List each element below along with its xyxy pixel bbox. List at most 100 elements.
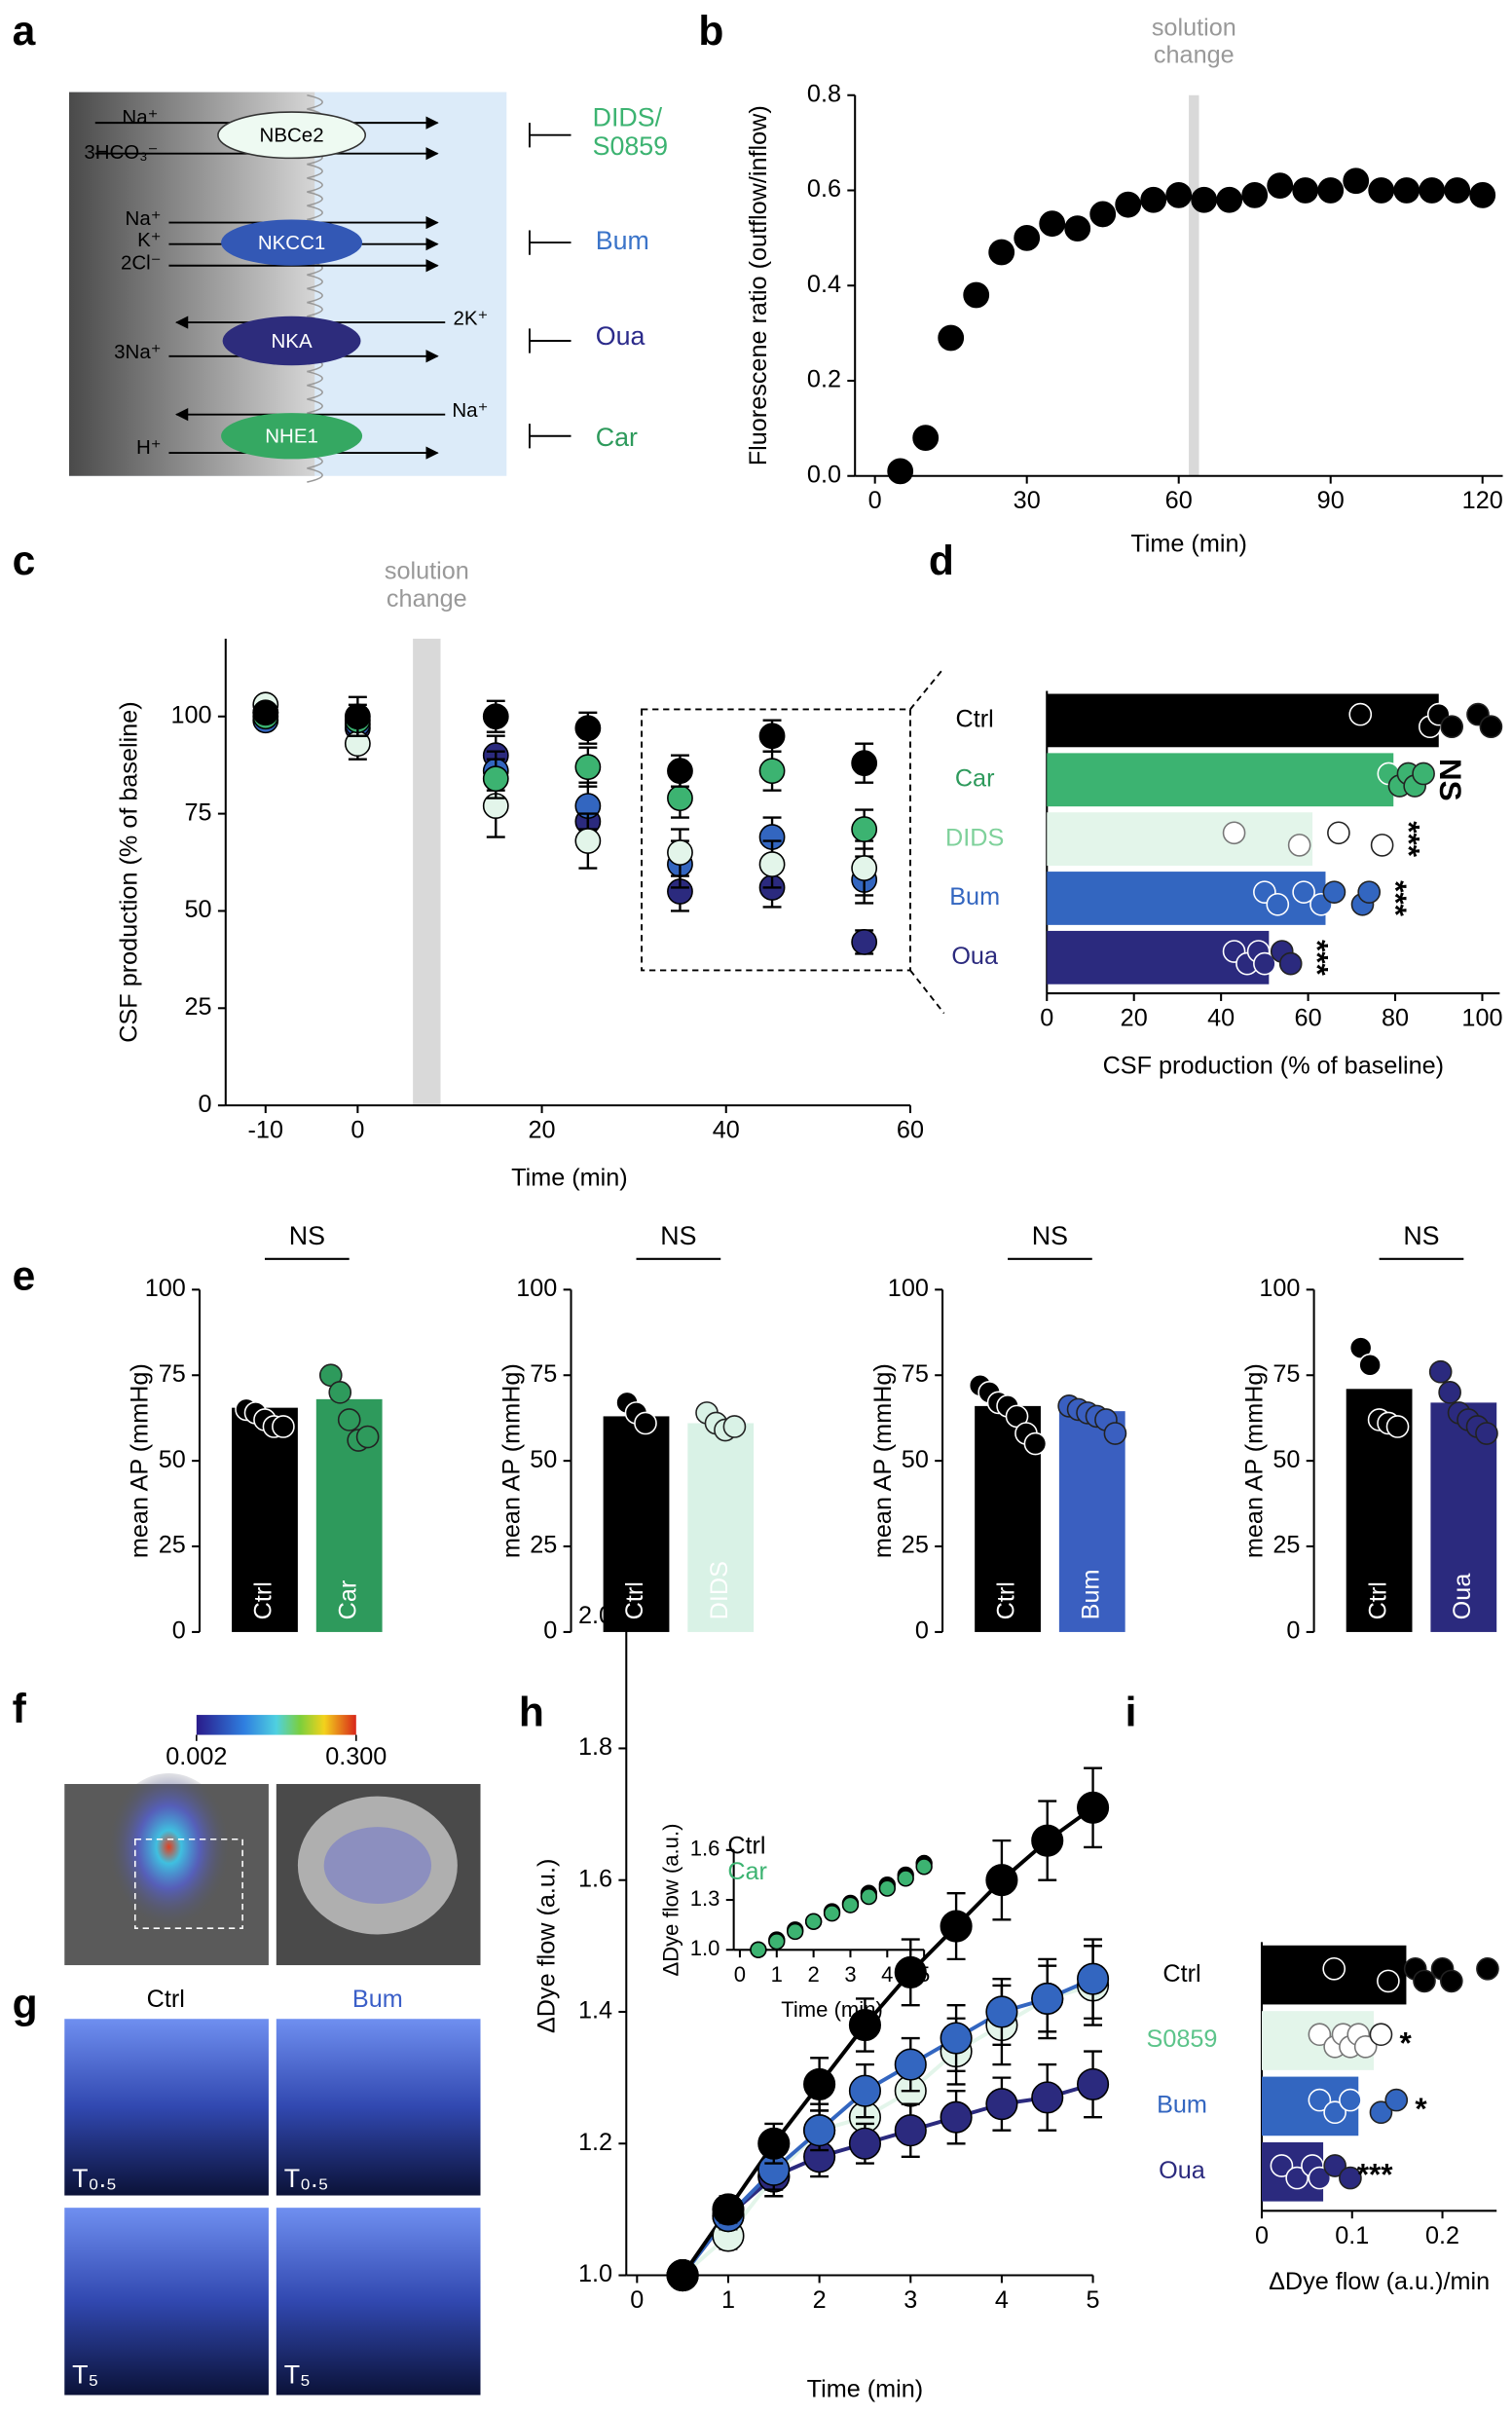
point [667,758,693,785]
time-label: T₅ [284,2360,311,2390]
point [1327,821,1350,845]
point [1191,186,1218,213]
point [1308,2166,1332,2190]
villus [307,301,323,317]
point [482,703,509,730]
point [1348,702,1373,726]
x-tick-label: -10 [248,1117,283,1144]
category-label: Ctrl [250,1581,277,1619]
point [1339,2166,1362,2190]
point [915,1858,933,1876]
point [328,1380,352,1404]
point [1343,167,1370,195]
x-tick-label: 4 [995,2286,1009,2314]
ion: 3HCO₃⁻ [84,141,158,164]
y-tick-label: 1.0 [690,1936,720,1960]
x-axis-label: Time (min) [781,1997,883,2022]
y-tick-label: 1.6 [578,1865,612,1892]
category-label: Ctrl [993,1581,1020,1619]
legend-label: Car [727,1858,767,1885]
transporter-name: NKCC1 [258,232,325,254]
x-tick-label: 60 [1295,1005,1322,1032]
point [355,1425,380,1449]
point [1308,2088,1332,2112]
point [252,699,279,726]
point [1287,834,1311,857]
y-axis-label: mean AP (mmHg) [1240,1363,1268,1558]
x-axis-label: Time (min) [807,2375,924,2402]
y-axis-label: ΔDye flow (a.u.) [534,1859,561,2033]
x-tick-label: 4 [881,1962,893,1987]
villus [307,398,323,414]
point [940,2022,973,2055]
point [750,1941,767,1958]
y-tick-label: 0.2 [807,366,841,393]
category-label: Car [955,764,995,792]
image [64,2208,269,2396]
point [878,1879,896,1897]
point [1267,172,1294,200]
x-tick-label: 0 [1040,1005,1053,1032]
significance-label: NS [1433,759,1468,801]
bar [1047,753,1394,807]
point [1369,2023,1393,2047]
y-tick-label: 100 [171,701,212,728]
point [963,281,990,309]
ion: Na⁺ [122,106,158,129]
point [1077,1791,1110,1824]
category-label: Ctrl [956,706,994,733]
annotation-text: NS [1403,1221,1439,1250]
point [985,1864,1018,1897]
inhibitor: DIDS/ S0859 [592,104,669,162]
bar [232,1407,298,1632]
point [1357,880,1382,904]
y-tick-label: 75 [530,1360,557,1388]
panel-label: a [13,8,36,55]
y-tick-label: 0 [543,1617,557,1645]
annotation-text-box: solution change [385,559,469,613]
point [841,1896,860,1913]
point [1413,1969,1436,1993]
transporter [222,316,361,366]
point [940,1910,973,1943]
point [887,458,914,485]
point [1370,834,1394,857]
annotation-text: NS [289,1221,325,1250]
point [851,855,878,881]
point [574,828,602,854]
point [712,2193,745,2226]
x-tick-label: 40 [1207,1005,1235,1032]
point [666,2258,699,2292]
x-tick-label: 1 [721,2286,735,2314]
y-tick-label: 25 [1272,1532,1300,1559]
category-label: Bum [949,883,1000,910]
point [1285,2166,1309,2190]
bar [1047,812,1313,867]
y-tick-label: 25 [530,1532,557,1559]
point [823,1905,841,1922]
point [1369,2100,1393,2125]
series-line [681,1977,1094,2277]
category-label: Ctrl [621,1581,648,1619]
zoom-box [641,667,945,1015]
point [1358,1353,1382,1377]
colorbar-tick-label: 0.002 [166,1743,227,1770]
annotation-text: solution change [1151,15,1236,69]
y-tick-label: 75 [159,1360,186,1388]
villus [307,204,323,221]
y-axis-label: Fluorescene ratio (outflow/inflow) [745,105,772,465]
inhibitor: Bum [596,226,649,255]
y-tick-label: 100 [1259,1275,1300,1302]
panel-f-g-images: Ctrl Bum T₀.₅ T₀.₅ T₅ T₅ [64,1772,481,2396]
y-tick-label: 0 [199,1091,212,1118]
x-tick-label: 1 [771,1962,783,1987]
x-axis-label: Time (min) [511,1164,628,1191]
point [1323,2154,1346,2177]
time-label: T₀.₅ [72,2164,117,2193]
point [1031,1824,1064,1857]
y-axis-label: ΔDye flow (a.u.) [658,1824,682,1977]
y-tick-label: 1.3 [690,1886,720,1911]
point [1292,177,1319,204]
ion: Na⁺ [452,399,488,422]
category-label: Oua [1449,1573,1476,1620]
